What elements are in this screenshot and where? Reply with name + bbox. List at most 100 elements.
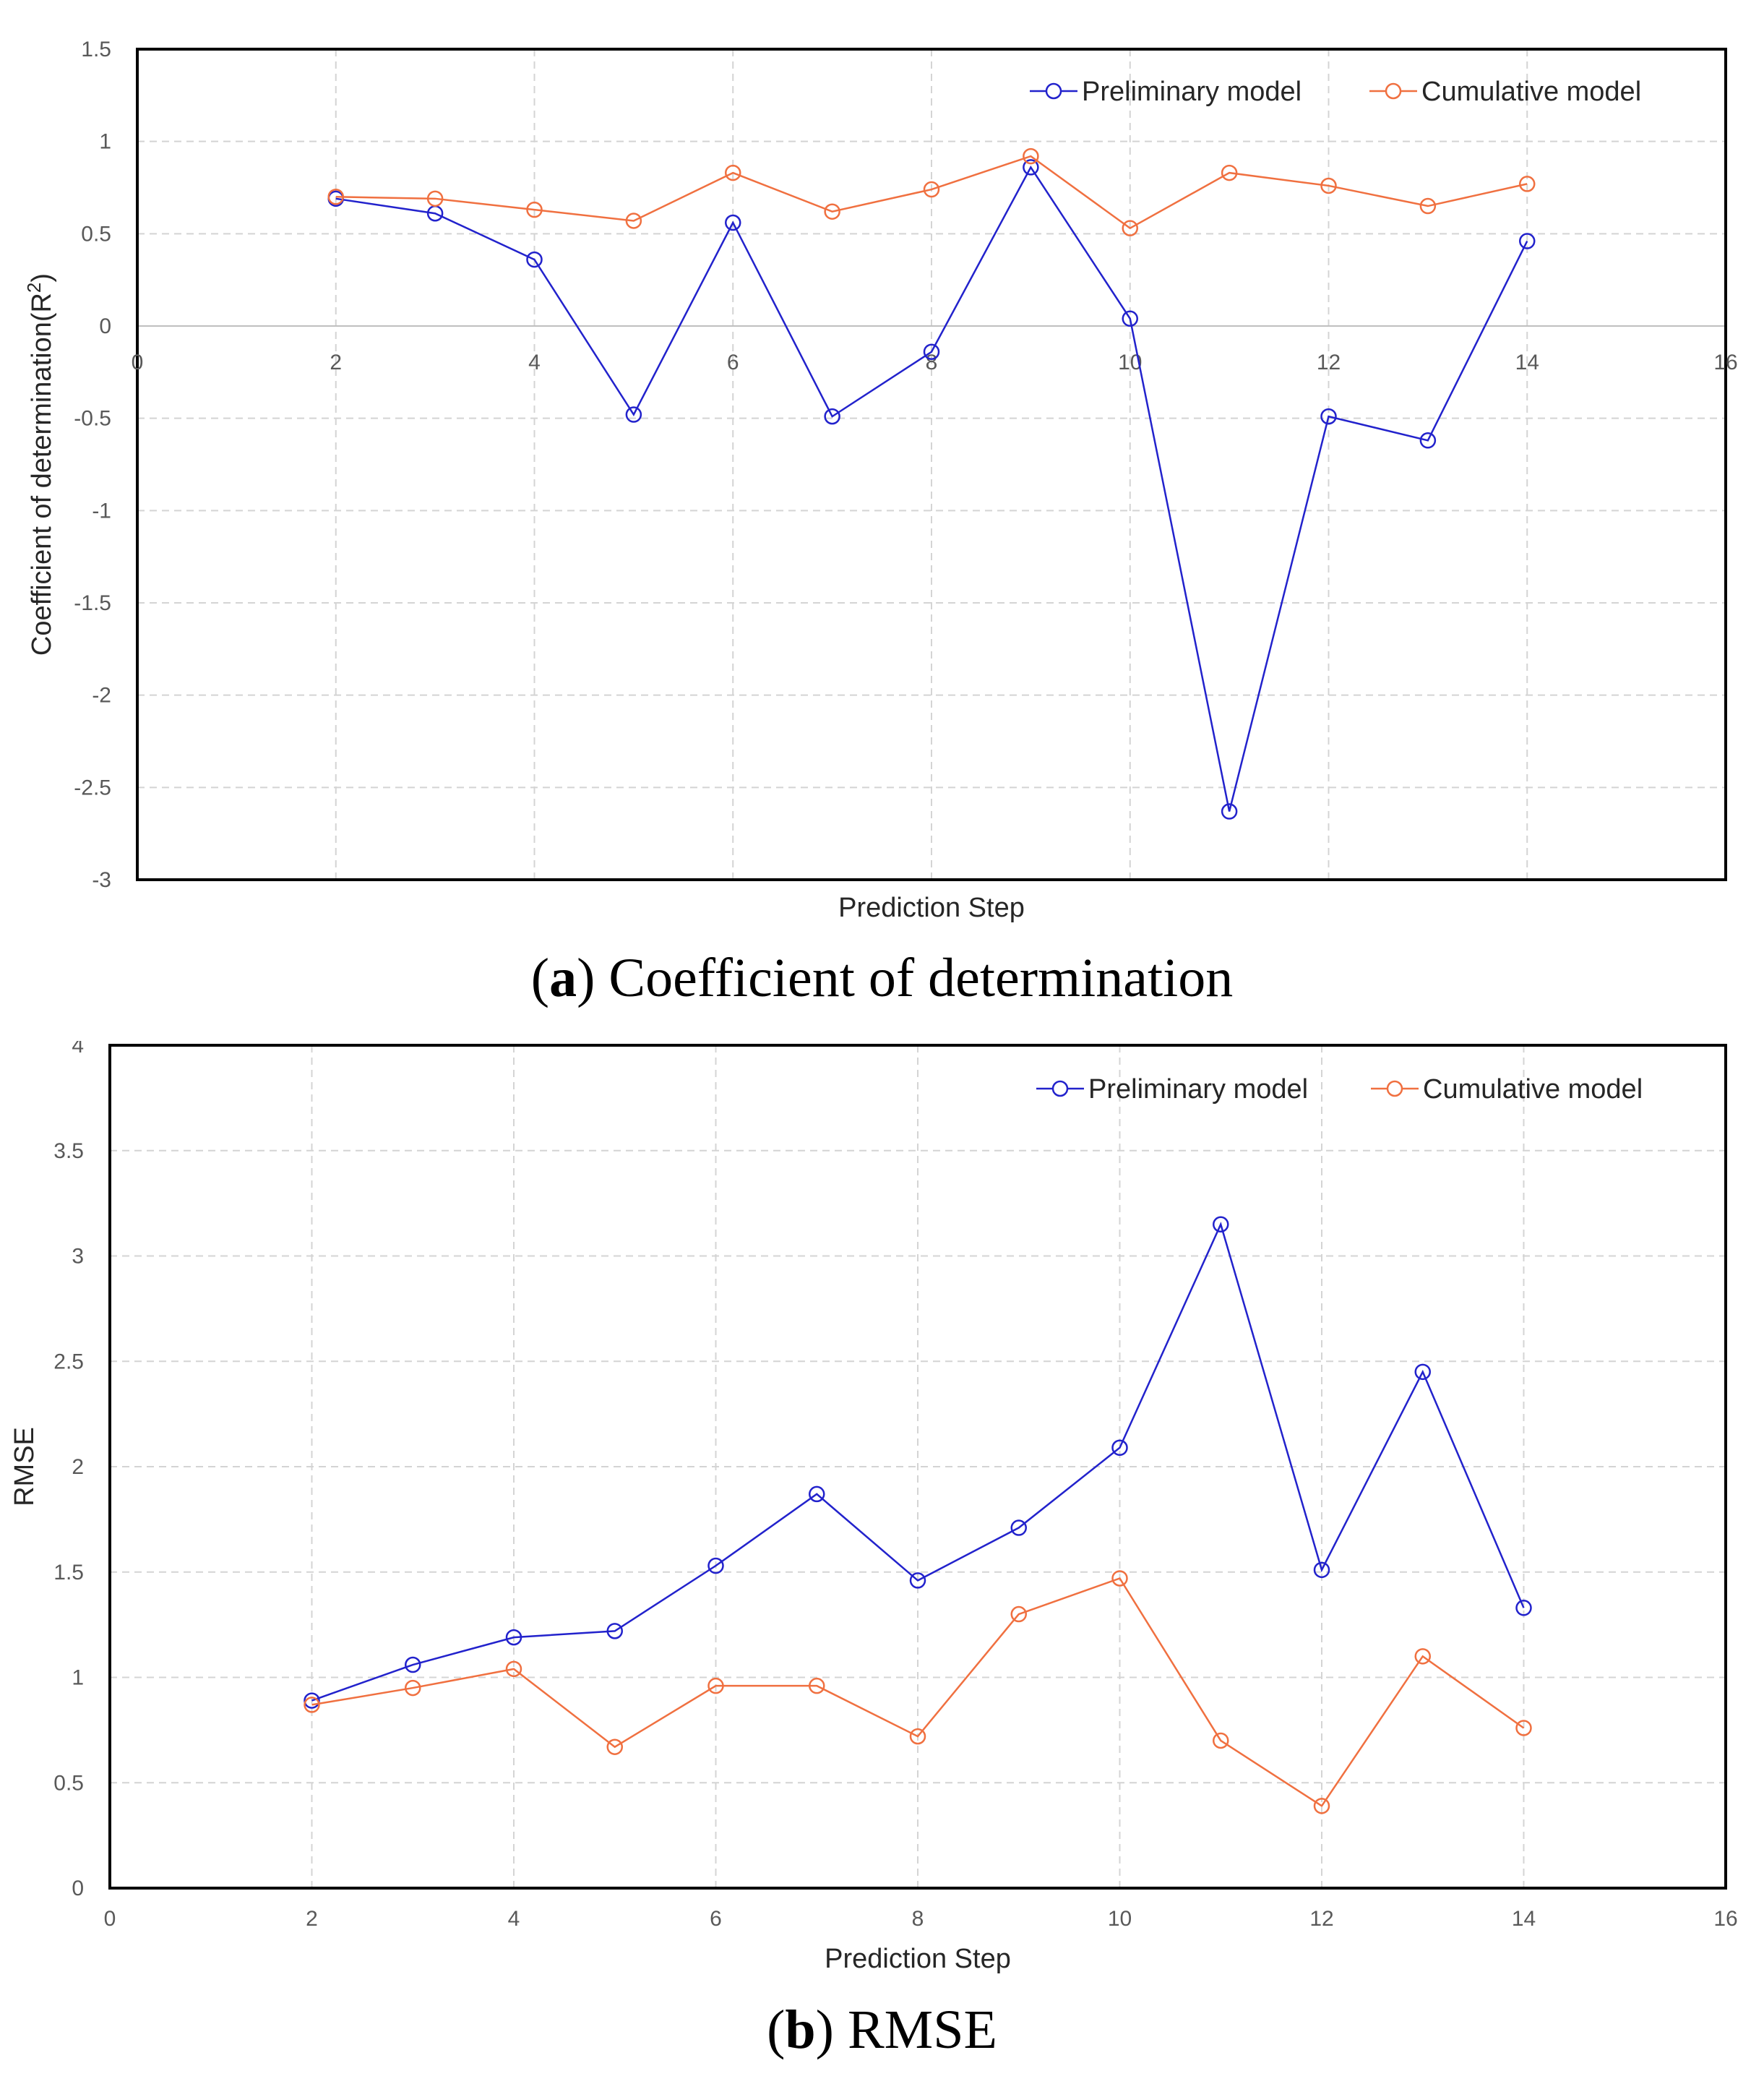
chartb-ytick-label-2: 3 bbox=[72, 1245, 84, 1269]
charta-ytick-label-6: -1.5 bbox=[74, 591, 111, 615]
chartb-series-0-point-4 bbox=[707, 1557, 724, 1574]
chartb-series-0-point-2 bbox=[505, 1629, 522, 1646]
charta-series-0-point-12 bbox=[1519, 233, 1536, 249]
charta-series-1-line bbox=[335, 155, 1528, 230]
chartb-plot-frame bbox=[108, 1044, 1727, 1890]
chartb-series-0-point-10 bbox=[1313, 1561, 1330, 1579]
charta-series-1-point-7 bbox=[1023, 147, 1039, 165]
charta-series-1-point-9 bbox=[1221, 164, 1238, 181]
caption-a-letter: a bbox=[549, 948, 577, 1008]
charta-y-axis-title-sup: 2 bbox=[23, 283, 45, 293]
charta-series-1-point-0 bbox=[327, 189, 344, 205]
charta-series-0-line bbox=[335, 165, 1528, 812]
chartb-y-axis-title: RMSE bbox=[9, 1427, 40, 1506]
chartb-series-1-point-8 bbox=[1111, 1570, 1128, 1587]
charta-series-0-point-10 bbox=[1320, 408, 1337, 425]
chart-a-container: 1.5 1 0.5 0 -0.5 -1 -1.5 -2 -2.5 -3 0 2 4 6 8 10 12 14 16 P… bbox=[0, 0, 1764, 1041]
charta-series-1-point-4 bbox=[725, 164, 741, 181]
chartb-legend-label-1: Cumulative model bbox=[1423, 1074, 1643, 1105]
charta-series-1-point-10 bbox=[1320, 177, 1337, 194]
charta-series-0-point-3 bbox=[625, 406, 642, 423]
charta-xtick-label-7: 14 bbox=[1515, 351, 1539, 374]
chartb-series-0-point-3 bbox=[606, 1623, 623, 1639]
caption-b-letter: b bbox=[785, 1999, 816, 2060]
chartb-series-1-point-0 bbox=[304, 1697, 320, 1713]
charta-xtick-label-0: 0 bbox=[132, 351, 144, 374]
charta-series-1-point-11 bbox=[1419, 197, 1437, 215]
chartb-series-0-point-6 bbox=[909, 1572, 926, 1589]
charta-ytick-label-5: -1 bbox=[92, 499, 111, 523]
chartb-ytick-label-4: 2 bbox=[72, 1455, 84, 1479]
chartb-series-0-line bbox=[311, 1222, 1525, 1702]
caption-a: (a) Coefficient of determination bbox=[530, 948, 1234, 1008]
chartb-series-0-point-8 bbox=[1111, 1439, 1128, 1457]
charta-series-0-point-4 bbox=[725, 214, 741, 231]
chartb-series-1-point-10 bbox=[1313, 1798, 1330, 1814]
charta-series-0-point-8 bbox=[1122, 310, 1138, 327]
chartb-series-0-point-11 bbox=[1414, 1363, 1431, 1381]
chartb-xtick-label-5: 10 bbox=[1108, 1907, 1132, 1931]
charta-series-1-point-3 bbox=[625, 213, 642, 229]
chartb-series-1-point-12 bbox=[1515, 1720, 1532, 1736]
charta-ytick-label-2: 0.5 bbox=[81, 222, 111, 246]
chartb-ytick-label-5: 1.5 bbox=[53, 1561, 84, 1585]
chartb-ytick-label-1: 3.5 bbox=[53, 1139, 84, 1163]
chartb-xtick-label-0: 0 bbox=[104, 1907, 116, 1931]
chartb-xtick-label-6: 12 bbox=[1309, 1907, 1333, 1931]
chartb-xtick-label-7: 14 bbox=[1512, 1907, 1536, 1931]
chartb-series-1-point-5 bbox=[809, 1677, 825, 1694]
chartb-series-1-line bbox=[311, 1577, 1525, 1808]
charta-ytick-label-4: -0.5 bbox=[74, 407, 111, 431]
chartb-xtick-label-8: 16 bbox=[1713, 1907, 1737, 1931]
charta-y-axis-title-main: Coefficient of determination(R bbox=[27, 293, 57, 656]
chartb-y-axis-title-main: RMSE bbox=[9, 1427, 40, 1506]
charta-plot-frame bbox=[136, 48, 1727, 881]
charta-ytick-label-7: -2 bbox=[92, 684, 111, 708]
charta-series-0-point-2 bbox=[526, 251, 543, 268]
chartb-series-1-point-3 bbox=[606, 1738, 623, 1755]
r2-chart: 1.510.50-0.5-1-1.5-2-2.5-30 2 4 6 8 10 12 14 16P… bbox=[23, 38, 1738, 923]
charta-x-axis-title: Prediction Step bbox=[838, 893, 1025, 923]
chartb-ytick-label-7: 0.5 bbox=[53, 1771, 84, 1795]
charta-series-0-point-6 bbox=[923, 343, 940, 360]
charta-xtick-label-1: 2 bbox=[330, 351, 342, 374]
charta-ytick-label-8: -2.5 bbox=[74, 776, 111, 799]
charta-series-0-point-11 bbox=[1419, 432, 1437, 449]
charta-series-1-point-12 bbox=[1519, 176, 1536, 192]
charta-series-0-point-5 bbox=[824, 408, 840, 425]
chartb-series-1-point-6 bbox=[909, 1728, 926, 1745]
chartb-series-1-point-9 bbox=[1213, 1732, 1229, 1749]
charta-series-1-point-6 bbox=[923, 181, 940, 198]
charta-ytick-label-3: 0 bbox=[99, 314, 111, 338]
caption-b-text: RMSE bbox=[847, 1999, 997, 2060]
chartb-series-0-point-9 bbox=[1213, 1216, 1229, 1233]
charta-xtick-label-3: 6 bbox=[727, 351, 739, 374]
chartb-series-1-point-4 bbox=[707, 1677, 724, 1694]
chartb-xtick-label-1: 2 bbox=[306, 1907, 318, 1931]
charta-legend-marker-0 bbox=[1045, 82, 1062, 100]
caption-a-text: Coefficient of determination bbox=[608, 948, 1234, 1008]
chartb-series-1-point-2 bbox=[505, 1660, 522, 1678]
charta-legend-label-1: Cumulative model bbox=[1421, 77, 1641, 107]
chartb-xtick-label-4: 8 bbox=[912, 1907, 924, 1931]
charta-series-1-point-1 bbox=[426, 190, 444, 207]
charta-legend-marker-1 bbox=[1385, 82, 1402, 100]
caption-b: (b) RMSE bbox=[767, 1999, 997, 2060]
charta-series-0-point-7 bbox=[1023, 159, 1039, 176]
charta-series-1-point-8 bbox=[1122, 220, 1138, 236]
charta-xtick-label-6: 12 bbox=[1317, 351, 1341, 374]
charta-series-1-point-2 bbox=[526, 201, 543, 218]
charta-ytick-label-9: -3 bbox=[92, 868, 111, 892]
chartb-ytick-label-0: 4 bbox=[72, 1041, 84, 1058]
charta-xtick-label-4: 8 bbox=[926, 351, 938, 374]
charta-y-axis-title-end: ) bbox=[27, 273, 57, 283]
chartb-series-0-point-12 bbox=[1515, 1600, 1532, 1616]
chartb-series-1-point-7 bbox=[1010, 1605, 1027, 1623]
charta-ytick-label-1: 1 bbox=[99, 130, 111, 154]
charta-y-axis-title: Coefficient of determination(R2) bbox=[23, 273, 57, 656]
chartb-series-0-point-0 bbox=[304, 1692, 320, 1709]
chartb-x-axis-title: Prediction Step bbox=[825, 1944, 1011, 1974]
chartb-series-0-point-7 bbox=[1010, 1519, 1027, 1536]
chartb-ytick-label-8: 0 bbox=[72, 1877, 84, 1900]
chartb-ytick-label-6: 1 bbox=[72, 1666, 84, 1690]
